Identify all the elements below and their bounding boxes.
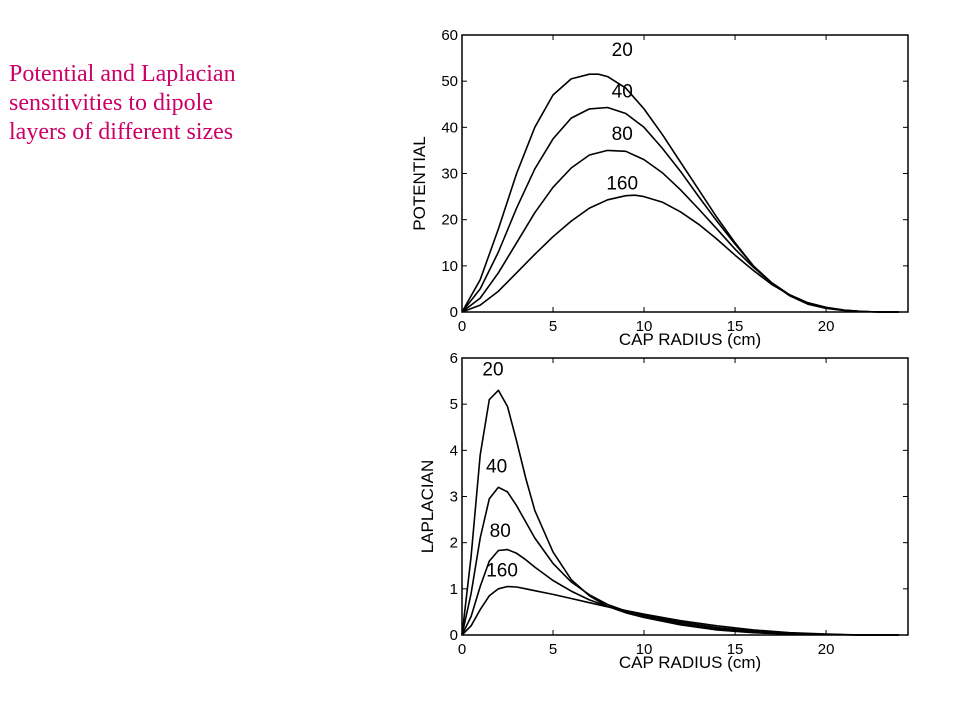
- potential-y-tick-label: 40: [441, 119, 458, 136]
- potential-x-tick-label: 15: [727, 318, 744, 335]
- potential-y-tick-label: 60: [441, 27, 458, 44]
- potential-x-tick-label: 5: [549, 318, 557, 335]
- potential-x-tick-label: 20: [818, 318, 835, 335]
- caption-line-2: sensitivities to dipole: [9, 90, 213, 116]
- potential-x-axis-label: CAP RADIUS (cm): [619, 330, 761, 349]
- potential-y-axis-label: POTENTIAL: [410, 136, 429, 230]
- laplacian-series-80-line: [461, 548, 899, 636]
- potential-chart: 0 5 10 15 20 0 10 20 30 40 50 60 CAP RADIUS (cm) POTE…: [410, 27, 909, 349]
- laplacian-curve-label-20: 20: [482, 360, 503, 381]
- caption-line-3: layers of different sizes: [9, 119, 234, 145]
- laplacian-y-axis-label: LAPLACIAN: [418, 460, 437, 554]
- laplacian-series-20-line: [461, 389, 899, 636]
- laplacian-plot-frame: [461, 357, 909, 636]
- potential-y-tick-label: 50: [441, 73, 458, 90]
- laplacian-y-tick-label: 3: [450, 489, 458, 506]
- potential-curve-label-40: 40: [612, 81, 633, 102]
- laplacian-y-tick-label: 1: [450, 581, 458, 598]
- laplacian-curve-label-40: 40: [486, 456, 507, 477]
- potential-curve-label-160: 160: [606, 174, 638, 195]
- potential-curve-label-80: 80: [612, 124, 633, 145]
- laplacian-y-tick-label: 2: [450, 535, 458, 552]
- laplacian-y-tick-label: 0: [450, 627, 458, 644]
- laplacian-x-tick-label: 0: [458, 641, 466, 658]
- potential-y-tick-label: 0: [450, 304, 458, 321]
- potential-x-tick-label: 0: [458, 318, 466, 335]
- laplacian-y-tick-label: 6: [450, 350, 458, 367]
- potential-y-tick-label: 10: [441, 258, 458, 275]
- laplacian-curve-label-160: 160: [486, 560, 518, 581]
- potential-plot-frame: [461, 34, 909, 313]
- laplacian-x-tick-label: 15: [727, 641, 744, 658]
- caption: Potential and Laplacian sensitivities to…: [9, 60, 339, 147]
- laplacian-x-tick-label: 5: [549, 641, 557, 658]
- potential-y-tick-label: 20: [441, 212, 458, 229]
- laplacian-series-160-line: [461, 585, 899, 636]
- potential-series-20-line: [461, 73, 899, 313]
- potential-series-160-line: [461, 194, 899, 313]
- laplacian-chart: 0 5 10 15 20 0 1 2 3 4 5 6 CAP RADIUS (cm) LAPLACIAN 2…: [418, 350, 909, 672]
- laplacian-x-tick-label: 10: [636, 641, 653, 658]
- caption-line-1: Potential and Laplacian: [9, 61, 236, 87]
- potential-y-tick-label: 30: [441, 166, 458, 183]
- potential-x-tick-label: 10: [636, 318, 653, 335]
- laplacian-x-tick-label: 20: [818, 641, 835, 658]
- potential-curve-label-20: 20: [612, 40, 633, 61]
- laplacian-x-axis-label: CAP RADIUS (cm): [619, 653, 761, 672]
- potential-series-80-line: [461, 149, 899, 313]
- potential-series-40-line: [461, 106, 899, 313]
- laplacian-curve-label-80: 80: [490, 521, 511, 542]
- laplacian-y-tick-label: 5: [450, 396, 458, 413]
- laplacian-y-tick-label: 4: [450, 442, 458, 459]
